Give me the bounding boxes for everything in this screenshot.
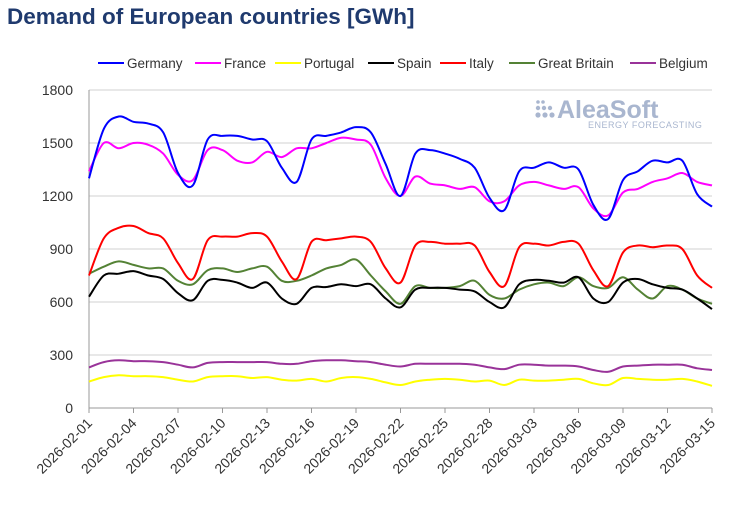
- series-line-germany: [88, 115, 713, 221]
- legend-label-germany: Germany: [127, 56, 183, 71]
- series-line-belgium: [88, 359, 713, 373]
- legend-label-belgium: Belgium: [659, 56, 708, 71]
- legend-label-great-britain: Great Britain: [538, 56, 614, 71]
- aleasoft-logo-icon: [535, 100, 555, 118]
- y-tick-label: 1800: [42, 82, 73, 98]
- legend-label-france: France: [224, 56, 266, 71]
- series-line-italy: [88, 224, 713, 289]
- series-line-portugal: [88, 374, 713, 387]
- aleasoft-watermark: AleaSoft ENERGY FORECASTING: [535, 96, 702, 130]
- watermark-name: AleaSoft: [557, 96, 659, 124]
- y-tick-label: 1200: [42, 188, 73, 204]
- series-line-france: [88, 136, 713, 218]
- series-lines: [88, 115, 713, 387]
- watermark-tagline: ENERGY FORECASTING: [588, 120, 702, 130]
- series-line-great-britain: [88, 258, 713, 305]
- legend-label-portugal: Portugal: [304, 56, 354, 71]
- y-tick-label: 900: [50, 241, 74, 257]
- legend: Germany France Portugal Spain Italy Great Bri…: [98, 56, 708, 71]
- legend-label-spain: Spain: [397, 56, 432, 71]
- chart-title: Demand of European countries [GWh]: [7, 4, 415, 29]
- y-tick-label: 1500: [42, 135, 73, 151]
- legend-label-italy: Italy: [469, 56, 494, 71]
- grid-lines: [89, 89, 712, 409]
- y-tick-label: 300: [50, 347, 74, 363]
- y-tick-label: 600: [50, 294, 74, 310]
- series-line-spain: [88, 270, 713, 310]
- y-tick-label: 0: [65, 400, 73, 416]
